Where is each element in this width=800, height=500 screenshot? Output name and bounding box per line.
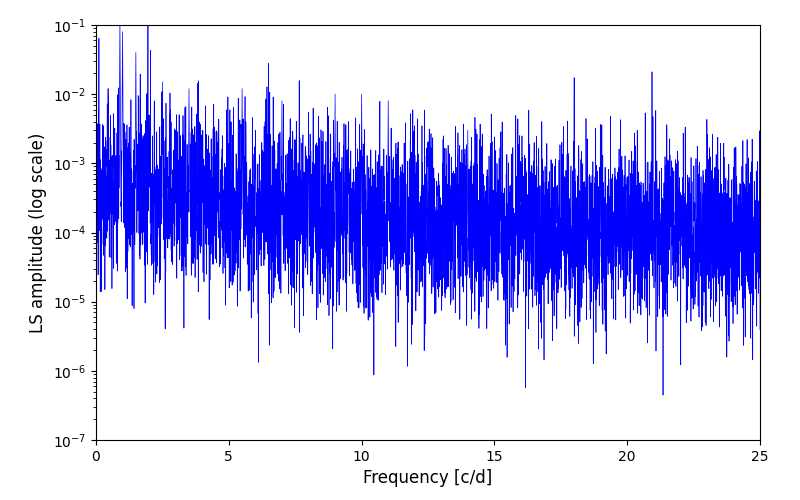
Y-axis label: LS amplitude (log scale): LS amplitude (log scale): [30, 132, 47, 332]
X-axis label: Frequency [c/d]: Frequency [c/d]: [363, 470, 493, 488]
